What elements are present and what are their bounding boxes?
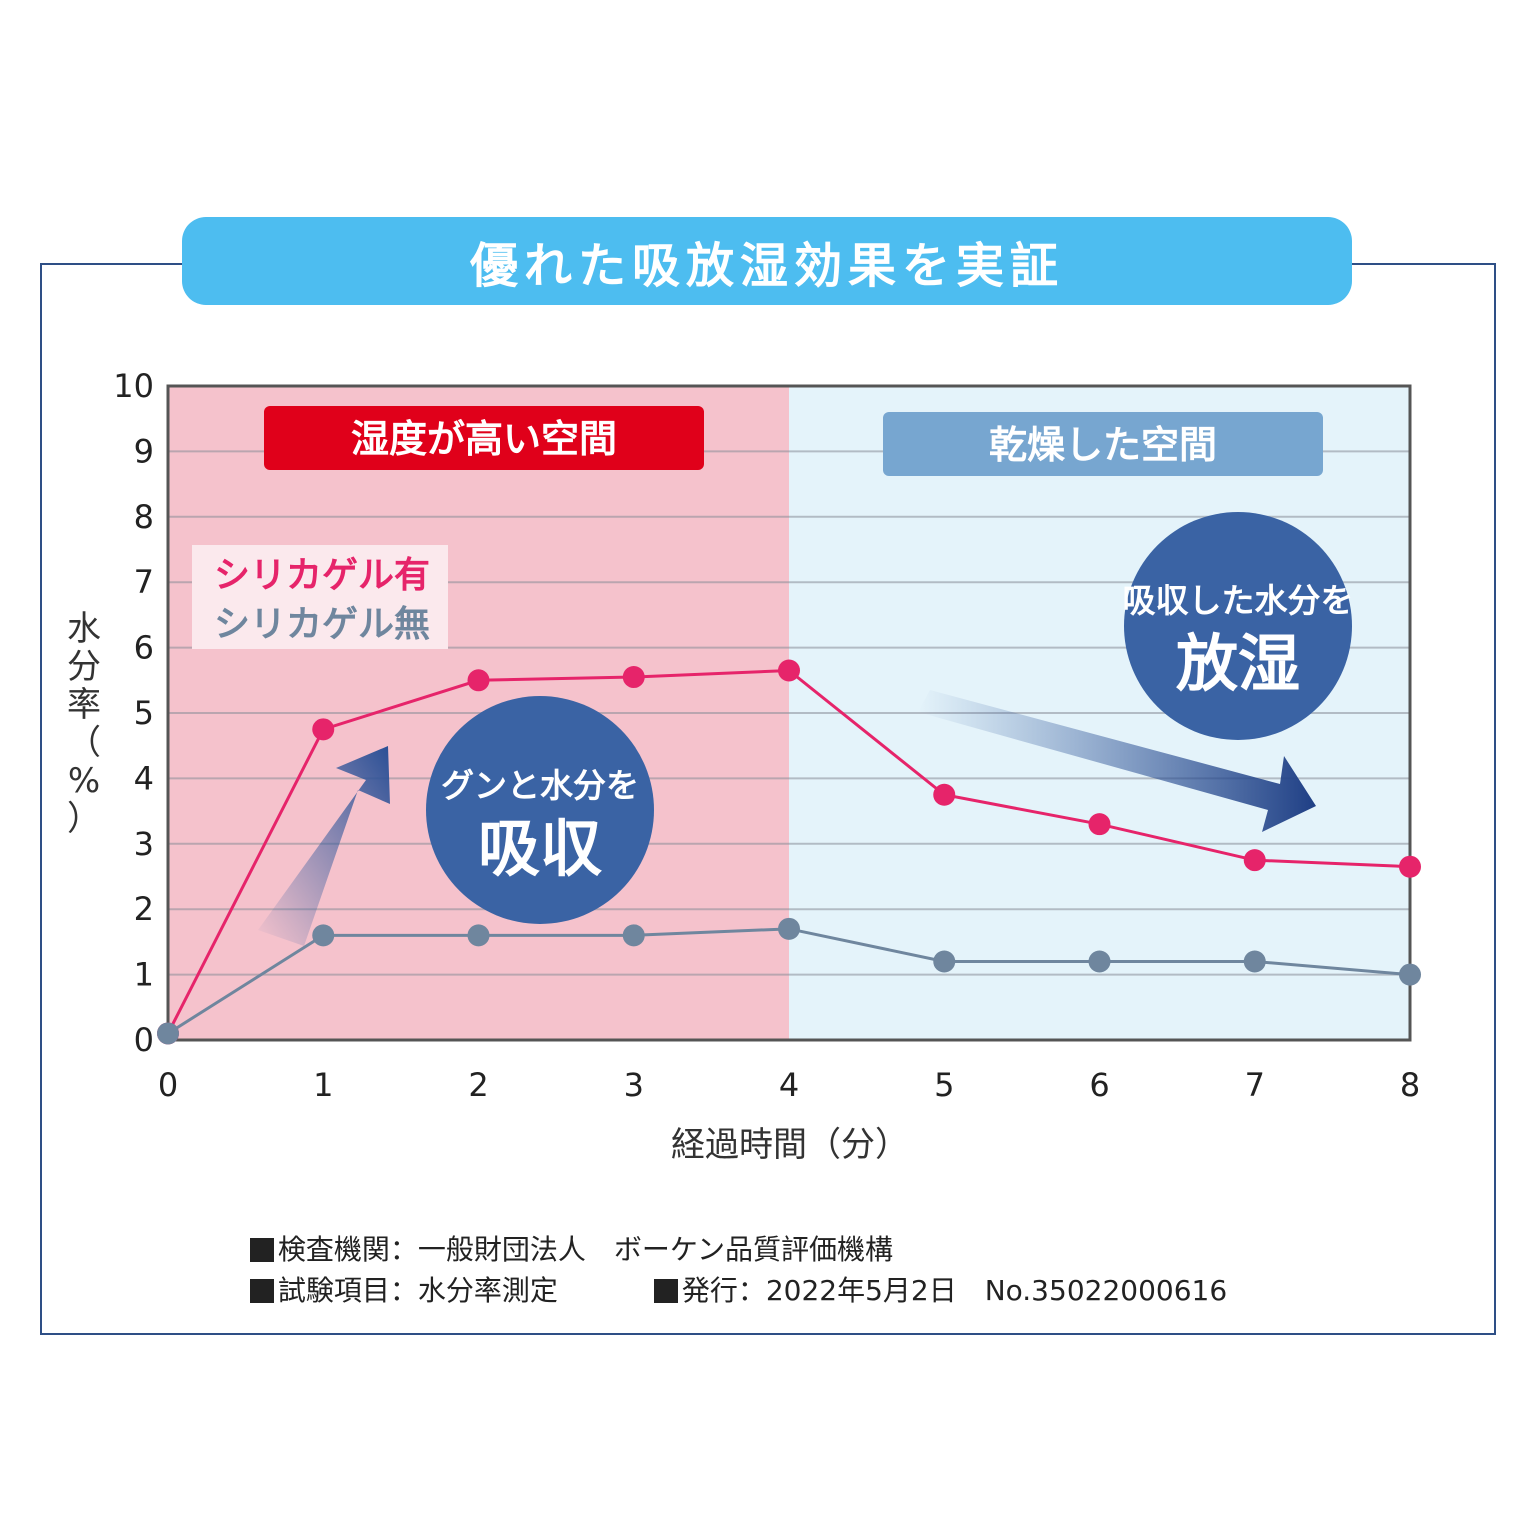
data-point-0-6 <box>1088 813 1111 836</box>
data-point-0-3 <box>622 666 645 689</box>
y-tick-label: 10 <box>113 367 154 405</box>
release-bubble <box>1124 512 1352 740</box>
title-banner: 優れた吸放湿効果を実証 <box>182 217 1352 305</box>
data-point-1-7 <box>1243 950 1266 973</box>
note-row-2: 試験項目：水分率測定 <box>232 1236 558 1309</box>
data-point-1-2 <box>467 924 490 947</box>
x-tick-label: 0 <box>158 1066 178 1104</box>
y-tick-label: 7 <box>134 563 154 601</box>
note-row-3: 発行：2022年5月2日 No.35022000616 <box>636 1236 1227 1309</box>
humid-region-label: 湿度が高い空間 <box>351 417 617 461</box>
note-institution: 検査機関：一般財団法人 ボーケン品質評価機構 <box>277 1233 893 1266</box>
y-tick-label: 8 <box>134 498 154 536</box>
bullet-square-icon <box>249 1238 274 1262</box>
y-axis-title-char: （ <box>67 723 101 763</box>
data-point-0-1 <box>312 718 335 741</box>
data-point-1-1 <box>312 924 335 947</box>
x-axis-title: 経過時間（分） <box>671 1125 909 1165</box>
x-tick-label: 3 <box>624 1066 644 1104</box>
data-point-1-6 <box>1088 950 1111 973</box>
y-axis-title-char: % <box>68 761 100 801</box>
absorb-bubble-line2: 吸収 <box>478 812 602 885</box>
y-axis-title-char: 分 <box>67 647 101 687</box>
data-point-1-4 <box>778 917 800 940</box>
data-point-0-2 <box>467 669 490 692</box>
data-point-0-4 <box>778 659 800 682</box>
y-tick-label: 3 <box>134 825 154 863</box>
data-point-1-8 <box>1399 963 1421 986</box>
x-tick-label: 6 <box>1089 1066 1109 1104</box>
y-tick-label: 1 <box>134 956 154 994</box>
data-point-1-5 <box>933 950 956 973</box>
legend-box <box>192 545 448 649</box>
data-point-1-3 <box>622 924 645 947</box>
note-row-1: 検査機関：一般財団法人 ボーケン品質評価機構 <box>232 1195 893 1268</box>
legend-without-gel: シリカゲル無 <box>214 604 430 645</box>
note-issue: 発行：2022年5月2日 No.35022000616 <box>681 1274 1228 1307</box>
data-point-1-0 <box>157 1022 179 1045</box>
note-test-item: 試験項目：水分率測定 <box>277 1274 558 1307</box>
right-arrow-icon <box>918 690 1316 832</box>
legend-with-gel: シリカゲル有 <box>214 555 430 596</box>
absorb-bubble-line1: グンと水分を <box>441 766 639 805</box>
chart-title: 優れた吸放湿効果を実証 <box>469 238 1064 294</box>
x-tick-label: 8 <box>1400 1066 1420 1104</box>
data-point-0-8 <box>1399 855 1421 878</box>
absorb-bubble <box>426 696 654 924</box>
plot-border <box>166 384 1412 1042</box>
bullet-square-icon <box>249 1279 274 1303</box>
x-tick-label: 7 <box>1245 1066 1265 1104</box>
x-tick-label: 5 <box>934 1066 954 1104</box>
x-tick-label: 1 <box>313 1066 333 1104</box>
data-point-0-5 <box>933 783 956 806</box>
y-axis-title-char: ） <box>67 799 101 839</box>
dry-label-box <box>883 412 1323 476</box>
y-tick-label: 4 <box>134 759 154 797</box>
y-axis-title-char: 水 <box>67 609 101 649</box>
x-tick-label: 2 <box>468 1066 488 1104</box>
release-bubble-line1: 吸収した水分を <box>1123 581 1354 620</box>
y-tick-label: 0 <box>134 1021 154 1059</box>
dry-region-label: 乾燥した空間 <box>989 423 1217 467</box>
release-bubble-line2: 放湿 <box>1176 627 1300 700</box>
y-tick-label: 2 <box>134 890 154 928</box>
humid-label-box <box>264 406 704 470</box>
up-arrow-icon <box>258 746 390 946</box>
y-tick-label: 6 <box>134 629 154 667</box>
y-axis-title-char: 率 <box>67 685 101 725</box>
y-axis-title: 水分率（%） <box>67 609 101 839</box>
x-tick-label: 4 <box>779 1066 799 1104</box>
bullet-square-icon <box>653 1279 678 1303</box>
data-point-0-7 <box>1243 849 1266 872</box>
y-tick-label: 9 <box>134 432 154 470</box>
y-tick-label: 5 <box>134 694 154 732</box>
